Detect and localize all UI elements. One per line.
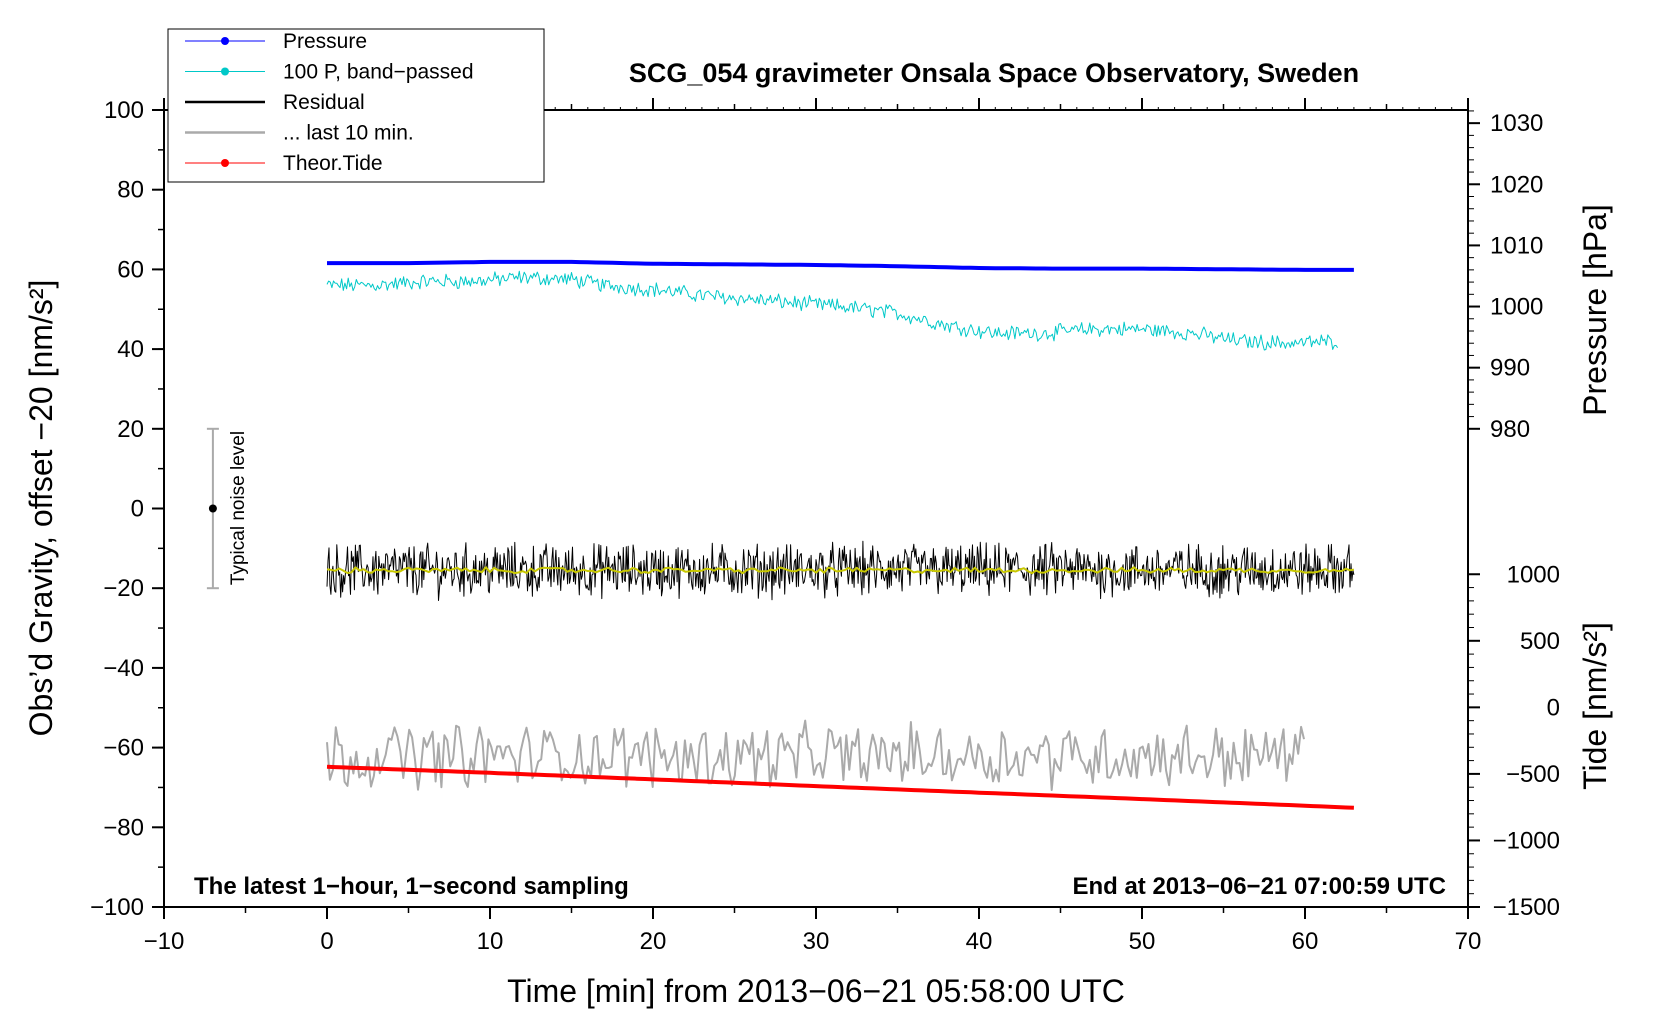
legend-marker — [221, 37, 229, 45]
y-tick-label: −20 — [103, 575, 144, 602]
y-tick-label: 100 — [104, 97, 144, 124]
y-axis-left: 100 80 60 40 20 0 −20 −40 −60 −80 −100 — [90, 97, 164, 921]
y-tick-label: −100 — [90, 894, 144, 921]
series-line — [327, 259, 1354, 272]
y-tick-label: −80 — [103, 814, 144, 841]
pressure-tick-label: 990 — [1490, 355, 1530, 382]
y-tick-label: −60 — [103, 735, 144, 762]
x-axis: −10 0 10 20 30 40 50 60 70 — [144, 98, 1482, 955]
legend-label: Residual — [283, 91, 365, 114]
y-axis-pressure: 1030 1020 1010 1000 990 980 — [1468, 110, 1543, 443]
legend-label: Theor.Tide — [283, 152, 383, 175]
legend-label: 100 P, band−passed — [283, 61, 474, 84]
legend-label: ... last 10 min. — [283, 122, 414, 145]
pressure-tick-label: 980 — [1490, 416, 1530, 443]
x-tick-label: 30 — [803, 928, 830, 955]
tide-tick-label: 500 — [1520, 628, 1560, 655]
x-tick-label: 60 — [1292, 928, 1319, 955]
series-line — [326, 270, 1339, 351]
x-tick-label: 50 — [1129, 928, 1156, 955]
x-tick-label: 40 — [966, 928, 993, 955]
tide-tick-label: −500 — [1506, 761, 1560, 788]
pressure-tick-label: 1010 — [1490, 232, 1543, 259]
legend-marker — [221, 67, 229, 76]
legend-box — [167, 28, 545, 183]
x-tick-label: 0 — [320, 928, 333, 955]
pressure-tick-label: 1020 — [1490, 171, 1543, 198]
series-line — [326, 566, 1355, 575]
y-tick-label: 0 — [131, 496, 144, 523]
y-tick-label: 40 — [117, 336, 144, 363]
x-tick-label: 10 — [477, 928, 504, 955]
chart-title: SCG_054 gravimeter Onsala Space Observat… — [629, 58, 1359, 88]
y-tick-label: 20 — [117, 416, 144, 443]
y-tick-label: −40 — [103, 655, 144, 682]
x-tick-label: 70 — [1455, 928, 1482, 955]
legend: Pressure 100 P, band−passed Residual ... la… — [167, 28, 545, 183]
pressure-tick-label: 1030 — [1490, 110, 1543, 137]
noise-bar-center — [208, 504, 217, 513]
y-axis-tide: 1000 500 0 −500 −1000 −1500 — [1468, 561, 1560, 921]
series-line — [326, 719, 1305, 791]
annotation-sampling: The latest 1−hour, 1−second sampling — [194, 873, 629, 900]
y-axis-left-title: Obs’d Gravity, offset −20 [nm/s²] — [23, 280, 59, 737]
annotation-end-time: End at 2013−06−21 07:00:59 UTC — [1072, 873, 1446, 900]
legend-label: Pressure — [283, 30, 367, 53]
tide-tick-label: 1000 — [1507, 561, 1560, 588]
series-layer — [326, 259, 1355, 810]
noise-level-bar — [206, 427, 219, 590]
tide-tick-label: 0 — [1547, 694, 1560, 721]
x-tick-label: −10 — [144, 928, 185, 955]
y-tick-label: 80 — [117, 177, 144, 204]
series-line — [326, 764, 1354, 810]
legend-marker — [221, 159, 229, 167]
y-axis-tide-title: Tide [nm/s²] — [1577, 622, 1613, 790]
pressure-tick-label: 1000 — [1490, 294, 1543, 321]
tide-tick-label: −1500 — [1493, 894, 1560, 921]
x-axis-title: Time [min] from 2013−06−21 05:58:00 UTC — [507, 973, 1125, 1009]
x-tick-label: 20 — [640, 928, 667, 955]
tide-tick-label: −1000 — [1493, 827, 1560, 854]
y-axis-pressure-title: Pressure [hPa] — [1577, 204, 1613, 416]
noise-level-label: Typical noise level — [228, 431, 249, 585]
y-tick-label: 60 — [117, 256, 144, 283]
